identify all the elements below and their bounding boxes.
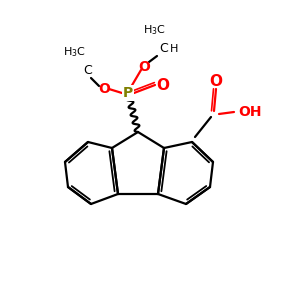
Text: P: P [123,86,133,100]
Text: C: C [84,64,92,77]
Text: O: O [138,60,150,74]
Text: O: O [157,77,169,92]
Text: H: H [170,44,178,54]
Text: O: O [209,74,223,88]
Text: OH: OH [238,105,262,119]
Text: O: O [98,82,110,96]
Text: H$_3$C: H$_3$C [142,23,166,37]
Text: C: C [160,43,168,56]
Text: H$_3$C: H$_3$C [62,45,86,59]
